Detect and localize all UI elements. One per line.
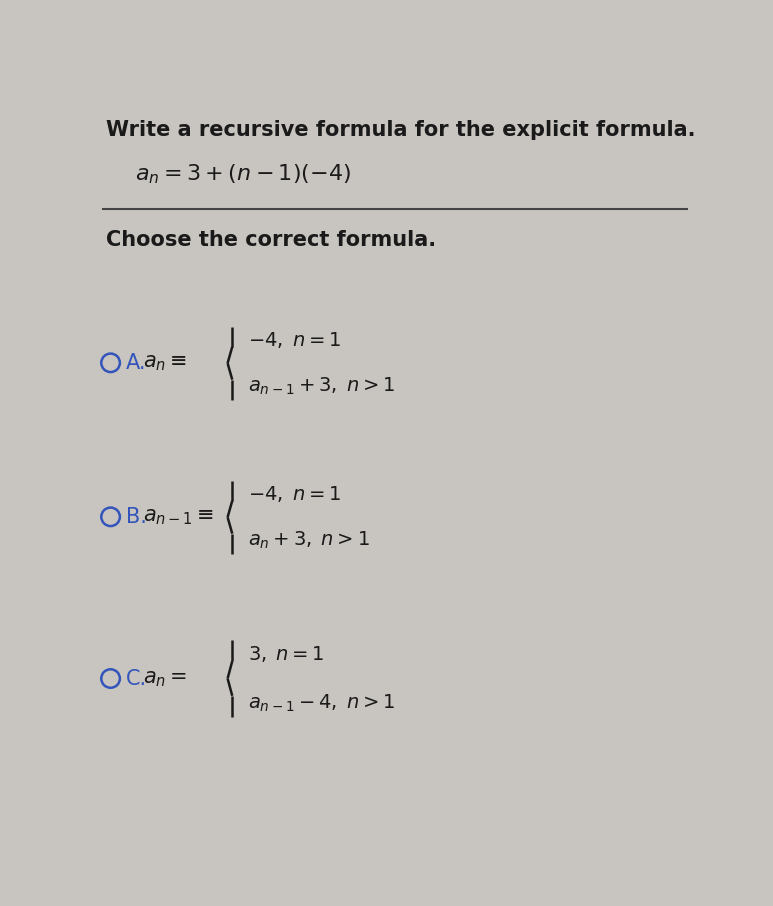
Text: $a_{n-1}+3, \; n>1$: $a_{n-1}+3, \; n>1$	[248, 375, 395, 397]
Text: $a_{n-1}-4, \; n>1$: $a_{n-1}-4, \; n>1$	[248, 692, 395, 714]
Text: $3, \; n = 1$: $3, \; n = 1$	[248, 644, 325, 664]
Text: $-4, \; n = 1$: $-4, \; n = 1$	[248, 485, 341, 505]
Text: $a_{n-1} \equiv$: $a_{n-1} \equiv$	[143, 506, 214, 526]
Text: B.: B.	[126, 506, 147, 526]
Text: Write a recursive formula for the explicit formula.: Write a recursive formula for the explic…	[106, 120, 696, 140]
Text: C.: C.	[126, 669, 147, 689]
Text: $a_n+3, \; n>1$: $a_n+3, \; n>1$	[248, 529, 369, 551]
Text: A.: A.	[126, 352, 147, 373]
Text: $a_n =$: $a_n =$	[143, 669, 187, 689]
Text: Choose the correct formula.: Choose the correct formula.	[106, 229, 436, 250]
Text: $a_n \equiv$: $a_n \equiv$	[143, 352, 187, 373]
Text: $-4, \; n = 1$: $-4, \; n = 1$	[248, 331, 341, 351]
Text: $a_n = 3 + (n-1)(-4)$: $a_n = 3 + (n-1)(-4)$	[135, 162, 352, 186]
